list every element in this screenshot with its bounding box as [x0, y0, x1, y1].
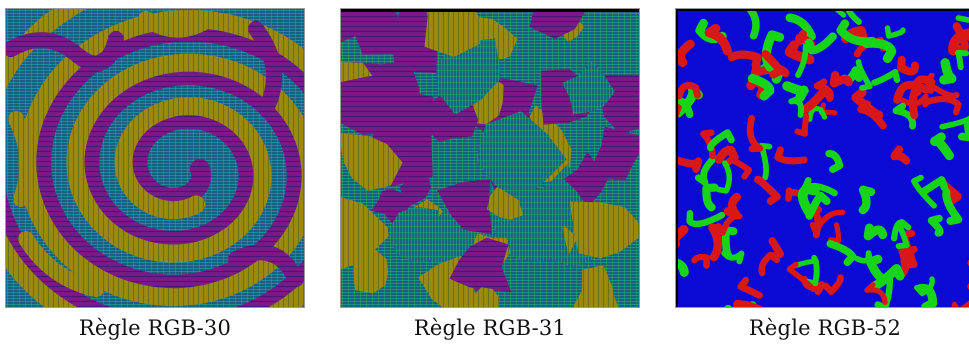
automaton-image-rgb-52 — [675, 8, 969, 308]
figure-rgb-30: Règle RGB-30 — [5, 8, 305, 340]
automaton-pattern-rgb-31 — [341, 9, 639, 307]
figure-rgb-31: Règle RGB-31 — [340, 8, 640, 340]
caption-rgb-52: Règle RGB-52 — [748, 316, 902, 340]
figure-rgb-52: Règle RGB-52 — [675, 8, 969, 340]
automaton-image-rgb-30 — [5, 8, 305, 308]
caption-rgb-30: Règle RGB-30 — [78, 316, 232, 340]
caption-rgb-31: Règle RGB-31 — [413, 316, 567, 340]
automaton-image-rgb-31 — [340, 8, 640, 308]
automaton-pattern-rgb-30 — [6, 9, 304, 307]
automaton-pattern-rgb-52 — [676, 9, 969, 307]
